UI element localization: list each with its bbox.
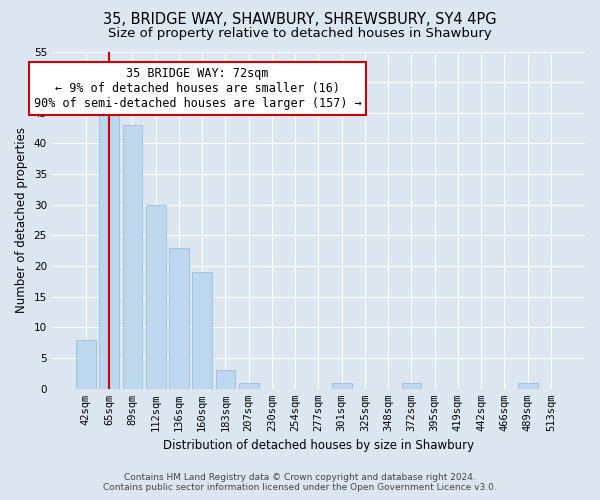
X-axis label: Distribution of detached houses by size in Shawbury: Distribution of detached houses by size … bbox=[163, 440, 474, 452]
Bar bbox=[169, 248, 189, 389]
Bar bbox=[215, 370, 235, 389]
Bar bbox=[401, 382, 421, 389]
Bar bbox=[122, 125, 142, 389]
Bar bbox=[146, 205, 166, 389]
Text: 35, BRIDGE WAY, SHAWBURY, SHREWSBURY, SY4 4PG: 35, BRIDGE WAY, SHAWBURY, SHREWSBURY, SY… bbox=[103, 12, 497, 28]
Bar bbox=[518, 382, 538, 389]
Y-axis label: Number of detached properties: Number of detached properties bbox=[15, 127, 28, 313]
Text: 35 BRIDGE WAY: 72sqm
← 9% of detached houses are smaller (16)
90% of semi-detach: 35 BRIDGE WAY: 72sqm ← 9% of detached ho… bbox=[34, 67, 361, 110]
Bar bbox=[332, 382, 352, 389]
Text: Contains HM Land Registry data © Crown copyright and database right 2024.
Contai: Contains HM Land Registry data © Crown c… bbox=[103, 473, 497, 492]
Text: Size of property relative to detached houses in Shawbury: Size of property relative to detached ho… bbox=[108, 28, 492, 40]
Bar bbox=[76, 340, 96, 389]
Bar bbox=[192, 272, 212, 389]
Bar bbox=[239, 382, 259, 389]
Bar bbox=[99, 113, 119, 389]
